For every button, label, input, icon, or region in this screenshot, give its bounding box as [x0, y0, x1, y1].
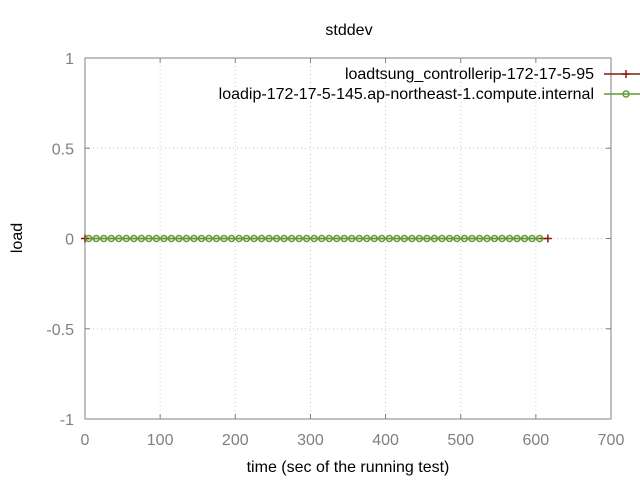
- data-point: [468, 234, 476, 243]
- data-point: [295, 234, 303, 243]
- data-point: [453, 234, 461, 243]
- data-point: [543, 234, 552, 243]
- data-point: [317, 234, 326, 243]
- data-point: [92, 234, 101, 243]
- data-point: [175, 234, 183, 243]
- x-tick-label: 600: [523, 432, 550, 449]
- data-point: [242, 234, 251, 243]
- data-point: [332, 234, 341, 243]
- data-point: [280, 234, 288, 243]
- y-axis-label: load: [9, 223, 26, 253]
- data-point: [340, 234, 348, 243]
- data-point: [460, 234, 469, 243]
- data-point: [115, 234, 123, 243]
- data-point: [520, 234, 529, 243]
- data-point: [622, 70, 630, 78]
- data-point: [130, 234, 138, 243]
- data-point: [257, 234, 266, 243]
- data-point: [445, 234, 454, 243]
- series-layer: [81, 234, 552, 243]
- data-point: [160, 234, 168, 243]
- data-point: [385, 234, 394, 243]
- data-point: [363, 234, 371, 243]
- y-tick-label: 0: [65, 232, 74, 249]
- series-2: [85, 234, 544, 243]
- x-tick-label: 200: [222, 432, 249, 449]
- x-tick-label: 500: [447, 432, 474, 449]
- data-point: [137, 234, 146, 243]
- data-point: [272, 234, 281, 243]
- x-tick-label: 100: [147, 432, 174, 449]
- data-point: [348, 234, 356, 243]
- data-point: [85, 234, 93, 243]
- data-point: [535, 234, 544, 243]
- data-point: [220, 234, 228, 243]
- data-point: [378, 234, 386, 243]
- data-point: [513, 234, 521, 243]
- data-point: [393, 234, 401, 243]
- y-tick-label: -1: [60, 412, 74, 429]
- legend-label: loadtsung_controllerip-172-17-5-95: [345, 66, 594, 83]
- x-axis-label: time (sec of the running test): [247, 459, 450, 476]
- data-point: [100, 234, 108, 243]
- data-point: [483, 234, 491, 243]
- data-point: [81, 234, 89, 243]
- data-point: [152, 234, 161, 243]
- data-point: [122, 234, 131, 243]
- data-point: [622, 90, 630, 98]
- axis-ticks: 0 100 200 300 400 500 600 700 1 0.5 0 -0.5 -1: [46, 51, 624, 449]
- data-point: [265, 234, 273, 243]
- data-point: [167, 234, 176, 243]
- data-point: [190, 234, 198, 243]
- data-point: [182, 234, 191, 243]
- data-point: [302, 234, 311, 243]
- data-point: [107, 234, 116, 243]
- data-point: [325, 234, 333, 243]
- data-point: [145, 234, 153, 243]
- data-point: [490, 234, 499, 243]
- data-point: [235, 234, 243, 243]
- data-point: [227, 234, 236, 243]
- y-tick-label: 0.5: [52, 141, 74, 158]
- data-point: [310, 234, 318, 243]
- data-point: [370, 234, 379, 243]
- y-tick-label: -0.5: [46, 322, 74, 339]
- data-point: [430, 234, 439, 243]
- data-point: [212, 234, 221, 243]
- data-point: [355, 234, 364, 243]
- data-point: [197, 234, 206, 243]
- data-point: [250, 234, 258, 243]
- legend-label: loadip-172-17-5-145.ap-northeast-1.compu…: [219, 86, 594, 103]
- x-tick-label: 400: [372, 432, 399, 449]
- data-point: [528, 234, 536, 243]
- data-point: [415, 234, 424, 243]
- data-point: [287, 234, 296, 243]
- x-tick-label: 700: [598, 432, 625, 449]
- y-tick-label: 1: [65, 51, 74, 68]
- x-tick-label: 300: [297, 432, 324, 449]
- data-point: [438, 234, 446, 243]
- data-point: [205, 234, 213, 243]
- data-point: [505, 234, 514, 243]
- legend: loadtsung_controllerip-172-17-5-95loadip…: [219, 66, 640, 103]
- data-point: [408, 234, 416, 243]
- data-point: [475, 234, 484, 243]
- x-tick-label: 0: [81, 432, 90, 449]
- data-point: [423, 234, 431, 243]
- data-point: [498, 234, 506, 243]
- chart-title: stddev: [325, 22, 372, 39]
- data-point: [400, 234, 409, 243]
